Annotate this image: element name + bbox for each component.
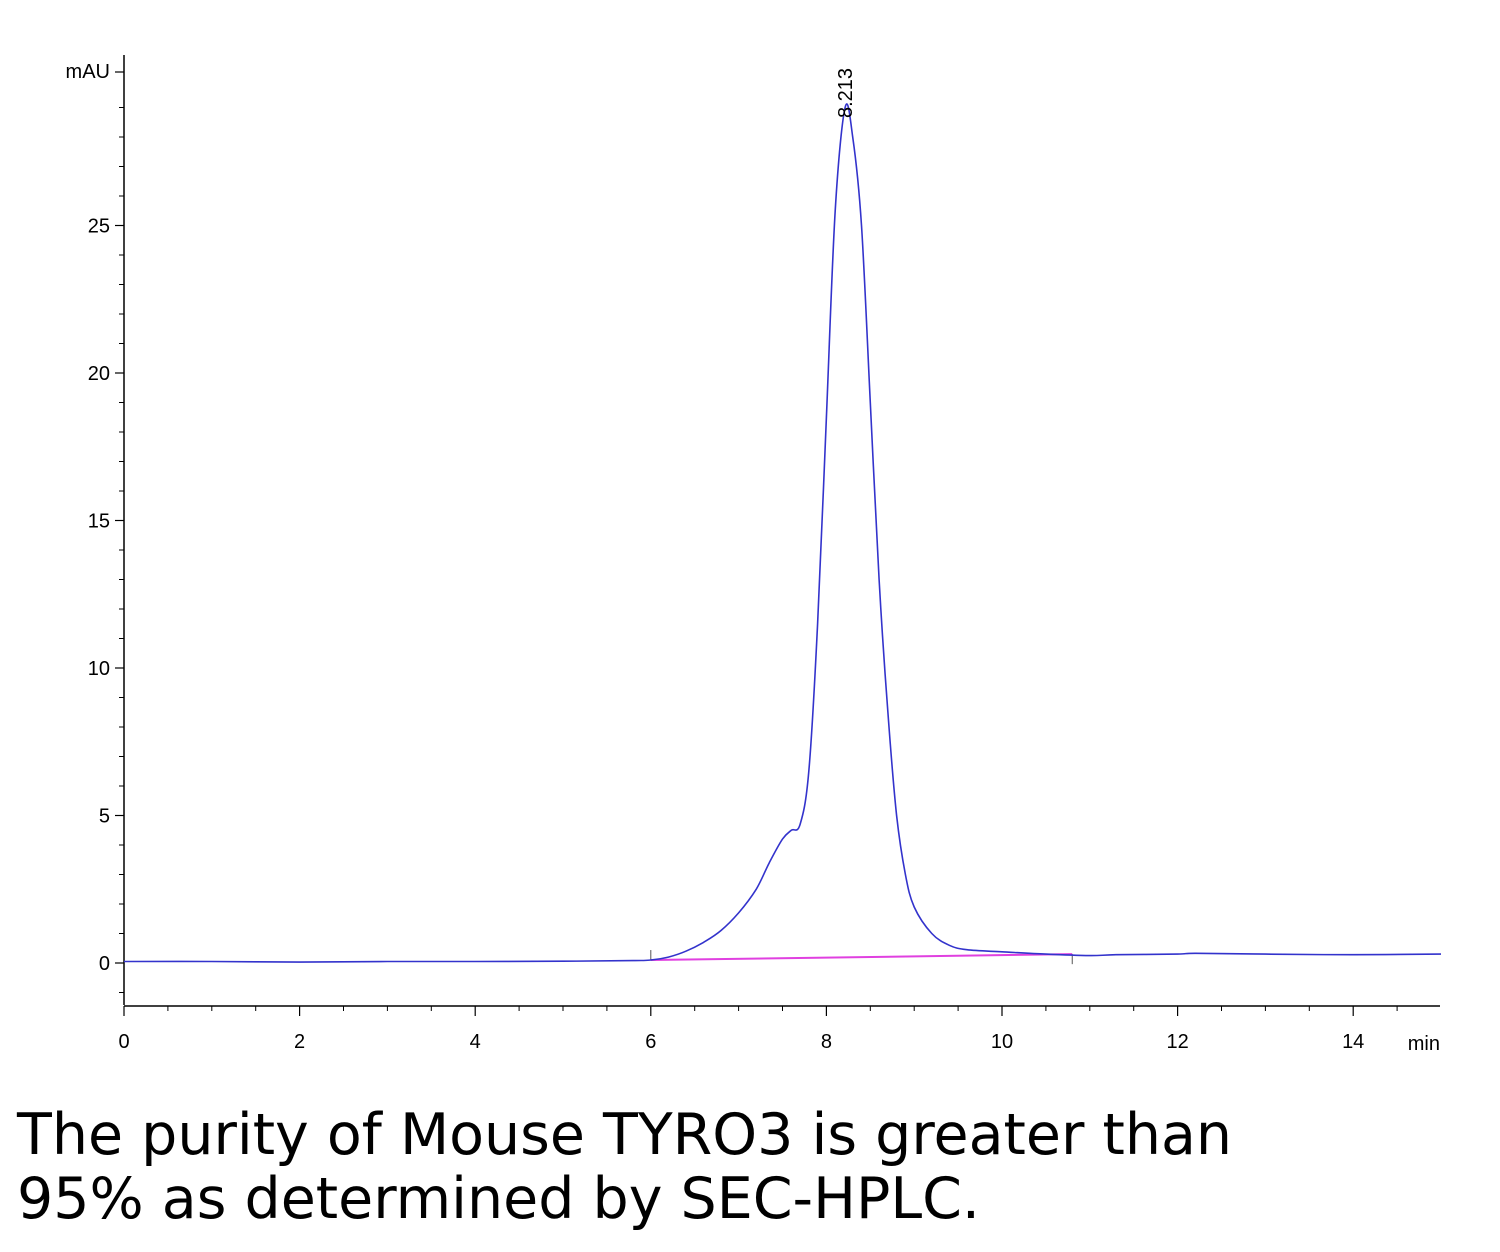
x-axis-label: min [1408, 1033, 1440, 1055]
y-tick-label: 20 [88, 363, 110, 385]
y-axis-label: mAU [66, 61, 110, 83]
x-tick-label: 0 [118, 1031, 129, 1053]
x-tick-label: 14 [1342, 1031, 1364, 1053]
caption-line-2: 95% as determined by SEC-HPLC. [17, 1166, 981, 1232]
chromatogram-chart: 0 5 10 15 20 25 0 2 4 6 8 10 12 14 8.213 mAU min [66, 55, 1442, 1055]
x-tick-label: 12 [1166, 1031, 1188, 1053]
y-tick-label: 10 [88, 658, 110, 680]
x-tick-label: 8 [821, 1031, 832, 1053]
x-tick-label: 10 [991, 1031, 1013, 1053]
x-tick-label: 4 [470, 1031, 481, 1053]
peak-label: 8.213 [835, 68, 857, 118]
y-axis: 0 5 10 15 20 25 [88, 55, 125, 1005]
x-tick-label: 6 [645, 1031, 656, 1053]
caption-line-1: The purity of Mouse TYRO3 is greater tha… [17, 1102, 1233, 1168]
chromatogram-trace [123, 103, 1442, 963]
plot-area: 8.213 [123, 68, 1442, 965]
y-tick-label: 0 [99, 953, 110, 975]
y-tick-label: 25 [88, 216, 110, 238]
y-tick-label: 15 [88, 511, 110, 533]
x-tick-label: 2 [294, 1031, 305, 1053]
figure-caption: The purity of Mouse TYRO3 is greater tha… [17, 1103, 1477, 1231]
x-axis: 0 2 4 6 8 10 12 14 [118, 1005, 1440, 1053]
y-tick-label: 5 [99, 806, 110, 828]
integration-baseline [650, 953, 1073, 962]
